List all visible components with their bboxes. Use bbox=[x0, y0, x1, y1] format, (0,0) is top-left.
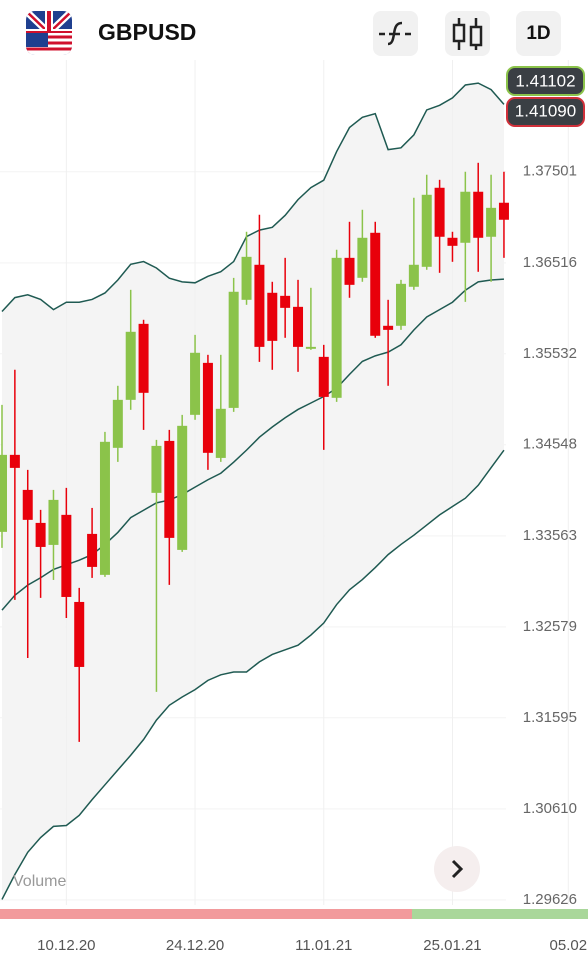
plot: 1.37501 1.36516 1.35532 1.34548 1.33563 1.325… bbox=[0, 60, 587, 954]
candle-body bbox=[99, 441, 110, 575]
timeframe-button[interactable]: 1D bbox=[516, 11, 561, 56]
y-tick-label: 1.29626 bbox=[523, 891, 577, 908]
candle-body bbox=[344, 257, 355, 285]
candle-body bbox=[48, 499, 59, 545]
candle-body bbox=[447, 237, 458, 246]
candle-body bbox=[383, 325, 394, 330]
volume-down-strip bbox=[0, 909, 412, 919]
candle-body bbox=[190, 352, 201, 415]
x-tick-label: 25.01.21 bbox=[423, 937, 481, 954]
flag-icon bbox=[26, 11, 72, 55]
candle-body bbox=[61, 514, 72, 597]
x-tick-label: 10.12.20 bbox=[37, 937, 95, 954]
candle-body bbox=[280, 295, 291, 308]
candle-body bbox=[395, 283, 406, 326]
candle-body bbox=[215, 408, 226, 458]
candle-body bbox=[125, 331, 136, 400]
candle-body bbox=[318, 356, 329, 397]
candle-body bbox=[331, 257, 342, 398]
candle-body bbox=[112, 399, 123, 448]
y-tick-label: 1.37501 bbox=[523, 163, 577, 180]
candle-body bbox=[164, 440, 175, 538]
candle-body bbox=[87, 533, 98, 567]
volume-label: Volume bbox=[13, 873, 66, 890]
x-tick-label: 11.01.21 bbox=[295, 937, 352, 954]
candle-body bbox=[267, 292, 278, 341]
candle-body bbox=[22, 489, 33, 520]
candle-body bbox=[370, 232, 381, 336]
candle-body bbox=[486, 207, 497, 237]
candle-body bbox=[434, 187, 445, 237]
candle-body bbox=[202, 362, 213, 453]
candle-body bbox=[305, 346, 316, 349]
candle-body bbox=[421, 194, 432, 267]
band-middle-line bbox=[1, 278, 505, 611]
band-lower-line bbox=[1, 449, 505, 900]
chart-type-button[interactable] bbox=[445, 11, 490, 56]
candle-body bbox=[254, 264, 265, 347]
candle-body bbox=[177, 425, 188, 550]
x-tick-label: 24.12.20 bbox=[166, 937, 224, 954]
candle-body bbox=[9, 454, 20, 468]
candle-body bbox=[0, 454, 7, 532]
candle-body bbox=[460, 191, 471, 243]
symbol: GBPUSD bbox=[98, 19, 196, 45]
bid-price: 1.41090 bbox=[515, 101, 576, 120]
timeframe: 1D bbox=[526, 23, 550, 44]
y-tick-label: 1.34548 bbox=[523, 436, 577, 453]
indicator-button[interactable] bbox=[373, 11, 418, 56]
x-tick-label: 05.02 bbox=[550, 937, 588, 954]
candle-body bbox=[293, 306, 304, 347]
y-tick-label: 1.31595 bbox=[523, 709, 577, 726]
band-upper-line bbox=[1, 82, 505, 312]
price-badge-bid: 1.41090 bbox=[506, 97, 585, 127]
candle-body bbox=[74, 601, 85, 667]
y-tick-label: 1.35532 bbox=[523, 345, 577, 362]
price-badge-ask: 1.41102 bbox=[506, 66, 585, 96]
candle-body bbox=[357, 237, 368, 278]
ask-price: 1.41102 bbox=[515, 71, 575, 90]
y-tick-label: 1.36516 bbox=[523, 254, 577, 271]
scroll-right-button[interactable] bbox=[434, 846, 480, 892]
candle-body bbox=[473, 191, 484, 238]
volume-up-strip bbox=[412, 909, 588, 919]
y-tick-label: 1.33563 bbox=[523, 527, 577, 544]
y-tick-label: 1.32579 bbox=[523, 618, 577, 635]
candle-body bbox=[151, 445, 162, 493]
candle-body bbox=[408, 264, 419, 287]
candle-body bbox=[241, 256, 252, 300]
candle-body bbox=[228, 291, 239, 408]
candle-body bbox=[138, 323, 149, 393]
candle-body bbox=[35, 522, 46, 547]
candle-body bbox=[498, 202, 509, 220]
y-tick-label: 1.30610 bbox=[523, 800, 577, 817]
